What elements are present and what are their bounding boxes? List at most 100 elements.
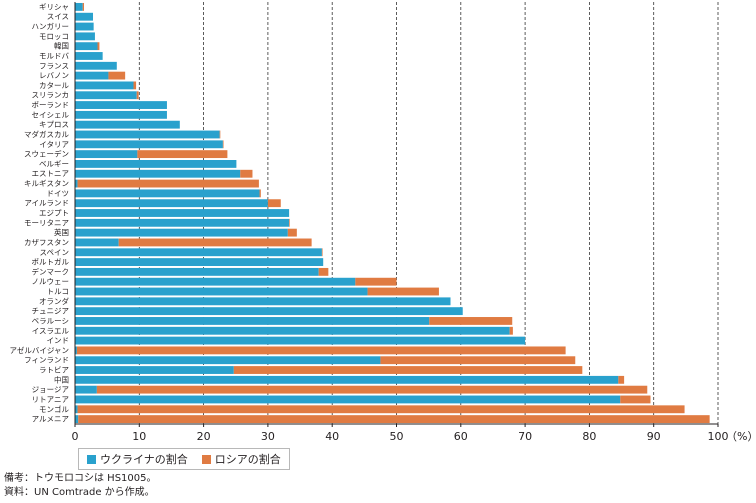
category-label-9: スリランカ (32, 91, 70, 100)
bar-ukraine-7 (75, 71, 109, 80)
x-tick-label-40: 40 (325, 430, 339, 443)
category-label-30: オランダ (39, 296, 69, 306)
category-label-3: モロッコ (39, 32, 69, 41)
bar-ukraine-21 (75, 209, 290, 217)
category-label-16: ベルギー (39, 159, 69, 168)
bar-russia-37 (233, 366, 583, 374)
bar-russia-25 (321, 248, 323, 257)
bar-ukraine-29 (75, 287, 368, 296)
bar-ukraine-33 (75, 326, 510, 335)
x-tick-label-60: 60 (454, 430, 468, 443)
bar-russia-17 (240, 169, 253, 178)
bar-ukraine-0 (75, 2, 83, 11)
bar-russia-24 (118, 238, 312, 247)
bar-ukraine-16 (75, 160, 237, 168)
bar-russia-8 (133, 81, 137, 90)
bar-ukraine-25 (75, 248, 322, 257)
bar-ukraine-40 (75, 395, 621, 404)
bar-ukraine-22 (75, 218, 290, 227)
category-label-2: ハンガリー (32, 21, 70, 31)
category-label-39: ジョージア (32, 385, 69, 394)
x-tick-label-20: 20 (197, 430, 211, 443)
bar-ukraine-37 (75, 366, 234, 374)
bar-ukraine-1 (75, 12, 94, 21)
bar-ukraine-17 (75, 169, 241, 178)
legend-label-russia: ロシアの割合 (214, 453, 281, 466)
bar-ukraine-39 (75, 385, 97, 394)
category-label-28: ノルウェー (32, 277, 70, 286)
category-label-6: フランス (39, 61, 69, 70)
category-label-8: カタール (39, 81, 69, 90)
bar-russia-40 (620, 395, 651, 404)
category-label-0: ギリシャ (39, 2, 69, 11)
x-tick-label-30: 30 (261, 430, 275, 443)
legend-item-ukraine: ウクライナの割合 (87, 451, 188, 467)
bar-ukraine-18 (75, 179, 78, 188)
footnotes: 備考：トウモロコシは HS1005。 資料：UN Comtrade から作成。 (4, 472, 157, 500)
bar-ukraine-27 (75, 267, 319, 276)
category-label-5: モルドバ (39, 51, 69, 60)
category-label-33: イスラエル (32, 326, 70, 335)
bar-russia-14 (222, 140, 224, 149)
bar-russia-29 (367, 287, 439, 296)
category-label-42: アルメニア (32, 415, 69, 424)
category-label-11: セイシェル (32, 110, 70, 119)
bar-ukraine-30 (75, 297, 451, 306)
legend-swatch-russia (201, 454, 211, 464)
category-label-32: ベラルーシ (32, 316, 69, 325)
x-tick-label-70: 70 (518, 430, 532, 443)
bar-russia-19 (259, 189, 261, 198)
bar-ukraine-10 (75, 101, 167, 109)
bar-russia-18 (77, 179, 259, 188)
legend-label-ukraine: ウクライナの割合 (100, 453, 188, 466)
bar-ukraine-35 (75, 346, 77, 355)
bar-russia-4 (97, 42, 100, 51)
bar-ukraine-42 (75, 415, 79, 424)
category-label-40: リトアニア (32, 395, 69, 404)
category-label-7: レバノン (39, 71, 69, 80)
x-tick-label-0: 0 (72, 430, 79, 443)
category-label-29: トルコ (47, 287, 69, 296)
bar-ukraine-15 (75, 150, 138, 159)
bar-ukraine-19 (75, 189, 260, 198)
category-label-27: デンマーク (32, 266, 70, 276)
category-label-34: インド (47, 336, 70, 345)
bar-ukraine-20 (75, 199, 268, 208)
bar-russia-9 (136, 91, 139, 100)
bar-ukraine-5 (75, 52, 103, 60)
category-label-18: キルギスタン (24, 179, 69, 188)
category-label-1: スイス (47, 12, 69, 21)
legend-swatch-ukraine (87, 454, 96, 464)
bar-ukraine-12 (75, 120, 180, 129)
x-tick-label-90: 90 (647, 430, 661, 443)
category-label-20: アイルランド (24, 199, 69, 208)
legend: ウクライナの割合 ロシアの割合 (78, 448, 290, 470)
bar-ukraine-24 (75, 238, 119, 247)
bar-ukraine-34 (75, 336, 526, 345)
bar-russia-15 (137, 150, 228, 159)
category-label-24: カザフスタン (24, 238, 69, 247)
category-label-35: アゼルバイジャン (10, 345, 69, 355)
bar-ukraine-41 (75, 405, 78, 414)
bar-ukraine-8 (75, 81, 134, 90)
category-label-12: キプロス (39, 120, 69, 129)
x-tick-label-50: 50 (390, 430, 404, 443)
bar-russia-22 (289, 218, 290, 227)
bar-russia-0 (82, 2, 85, 11)
bar-russia-20 (267, 199, 281, 208)
category-label-25: スペイン (40, 248, 69, 257)
x-tick-label-10: 10 (132, 430, 146, 443)
bar-russia-39 (96, 385, 648, 394)
category-label-36: フィンランド (24, 356, 69, 365)
category-label-41: モンゴル (39, 404, 69, 414)
category-label-19: ドイツ (47, 189, 70, 198)
bar-russia-7 (108, 71, 126, 80)
bar-russia-13 (219, 130, 221, 139)
bar-russia-36 (380, 356, 576, 365)
bar-ukraine-32 (75, 317, 430, 325)
bar-ukraine-4 (75, 42, 98, 51)
bar-russia-32 (429, 317, 513, 325)
category-label-22: モーリタニア (24, 218, 69, 227)
bar-ukraine-26 (75, 258, 324, 266)
